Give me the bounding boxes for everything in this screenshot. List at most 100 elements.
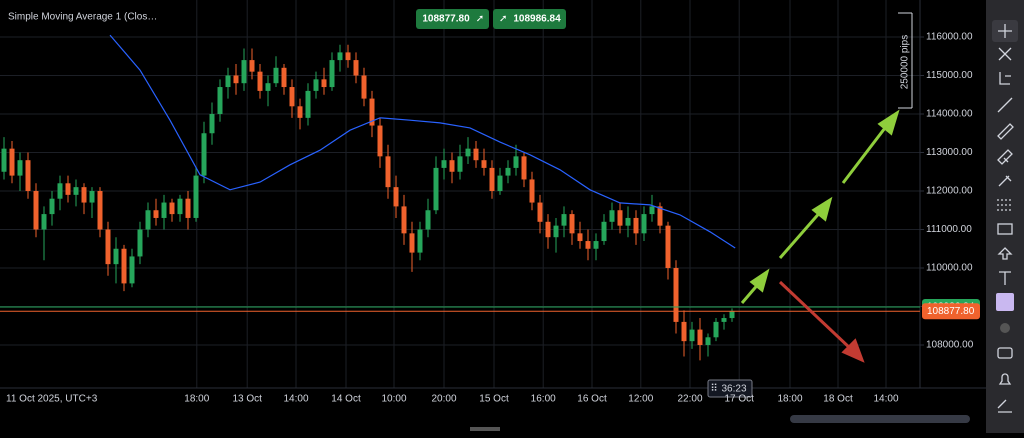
- y-tick-label: 111000.00: [926, 224, 972, 235]
- candle-body: [345, 52, 351, 61]
- candle-body: [505, 167, 511, 176]
- x-tick-label: 14:00: [283, 394, 308, 405]
- candle-body: [177, 198, 183, 215]
- candle-body: [153, 210, 159, 218]
- candle-body: [233, 75, 239, 84]
- buy-price[interactable]: 108986.84: [513, 14, 561, 25]
- candle-body: [241, 60, 247, 84]
- candle-body: [409, 233, 415, 253]
- candle-body: [593, 241, 599, 249]
- cursor-tool[interactable]: [998, 47, 1012, 61]
- candle-body: [305, 90, 311, 118]
- x-tick-label: 22:00: [677, 394, 702, 405]
- candle-body: [521, 156, 527, 180]
- toggle-dot[interactable]: [1000, 323, 1010, 333]
- sell-button[interactable]: [416, 9, 489, 29]
- shape-tool[interactable]: [997, 223, 1013, 235]
- text-tool[interactable]: [999, 271, 1011, 285]
- candle-body: [129, 256, 135, 284]
- resize-handle[interactable]: [470, 427, 500, 431]
- candle-body: [145, 210, 151, 230]
- x-tick-label: 17 Oct: [724, 394, 754, 405]
- candle-body: [713, 321, 719, 338]
- arrow-tool[interactable]: [997, 247, 1013, 260]
- crosshair-tool[interactable]: [998, 24, 1012, 38]
- candle-body: [433, 167, 439, 211]
- candle-body: [425, 210, 431, 230]
- candle-body: [625, 217, 631, 226]
- arrow-icon: ➚: [499, 14, 507, 25]
- candle-body: [537, 202, 543, 222]
- x-tick-label: 18:00: [777, 394, 802, 405]
- candle-body: [513, 156, 519, 168]
- position-tool[interactable]: [997, 199, 1013, 211]
- candle-body: [57, 183, 63, 199]
- candle-body: [73, 187, 79, 195]
- candle-body: [89, 190, 95, 203]
- candle-body: [697, 329, 703, 345]
- measure-tool[interactable]: [999, 72, 1011, 85]
- red-arrow: [778, 280, 865, 363]
- candle-body: [353, 60, 359, 76]
- candle-body: [49, 198, 55, 215]
- date-label: 11 Oct 2025, UTC+3: [6, 394, 98, 405]
- y-tick-label: 114000.00: [926, 109, 973, 120]
- candle-body: [9, 148, 15, 176]
- candle-body: [609, 210, 615, 222]
- candle-body: [137, 229, 143, 257]
- candle-body: [633, 217, 639, 234]
- candle-body: [657, 206, 663, 226]
- y-tick-label: 115000.00: [926, 70, 973, 81]
- camera-tool[interactable]: [997, 347, 1013, 359]
- candle-body: [705, 337, 711, 345]
- pattern-tool[interactable]: [998, 175, 1012, 187]
- drag-icon: ⠿: [710, 384, 717, 395]
- candle-body: [17, 160, 23, 176]
- ruler-tool[interactable]: [997, 399, 1012, 413]
- candle-body: [441, 160, 447, 168]
- candle-body: [201, 133, 207, 176]
- candle-body: [585, 241, 591, 249]
- candle-body: [665, 225, 671, 268]
- candle-body: [1, 148, 7, 172]
- candle-body: [313, 79, 319, 91]
- arrow-icon: ➚: [476, 14, 484, 25]
- candle-body: [497, 175, 503, 191]
- chart: Simple Moving Average 1 (Clos… 11 Oct 20…: [0, 0, 986, 433]
- candle-body: [281, 67, 287, 88]
- x-tick-label: 14:00: [873, 394, 898, 405]
- y-tick-label: 110000.00: [926, 263, 973, 274]
- candle-body: [417, 229, 423, 253]
- candle-body: [561, 214, 567, 226]
- alert-tool[interactable]: [998, 373, 1012, 385]
- candle-body: [161, 202, 167, 218]
- line-tool[interactable]: [997, 97, 1013, 113]
- candle-body: [41, 214, 47, 230]
- countdown-box: [707, 379, 753, 398]
- candle-body: [601, 221, 607, 242]
- brush-tool[interactable]: [997, 123, 1014, 140]
- candle-body: [33, 190, 39, 230]
- candle-body: [689, 329, 695, 342]
- candle-body: [329, 60, 335, 88]
- color-swatch[interactable]: [996, 293, 1014, 311]
- x-tick-label: 18:00: [184, 394, 209, 405]
- candle-body: [545, 221, 551, 238]
- fib-tool[interactable]: [997, 149, 1013, 165]
- x-tick-label: 18 Oct: [823, 394, 853, 405]
- candle-body: [297, 106, 303, 118]
- candle-body: [641, 214, 647, 234]
- scrollbar[interactable]: [790, 415, 970, 423]
- sell-price[interactable]: 108877.80: [422, 14, 470, 25]
- candle-body: [393, 187, 399, 207]
- candle-body: [377, 125, 383, 157]
- moving-average-line: [109, 34, 736, 249]
- buy-button[interactable]: [493, 9, 566, 29]
- candle-body: [121, 248, 127, 284]
- candle-body: [369, 98, 375, 126]
- candle-body: [553, 225, 559, 238]
- candle-body: [97, 190, 103, 230]
- candle-body: [169, 202, 175, 215]
- toolbar-icons: [992, 20, 1018, 413]
